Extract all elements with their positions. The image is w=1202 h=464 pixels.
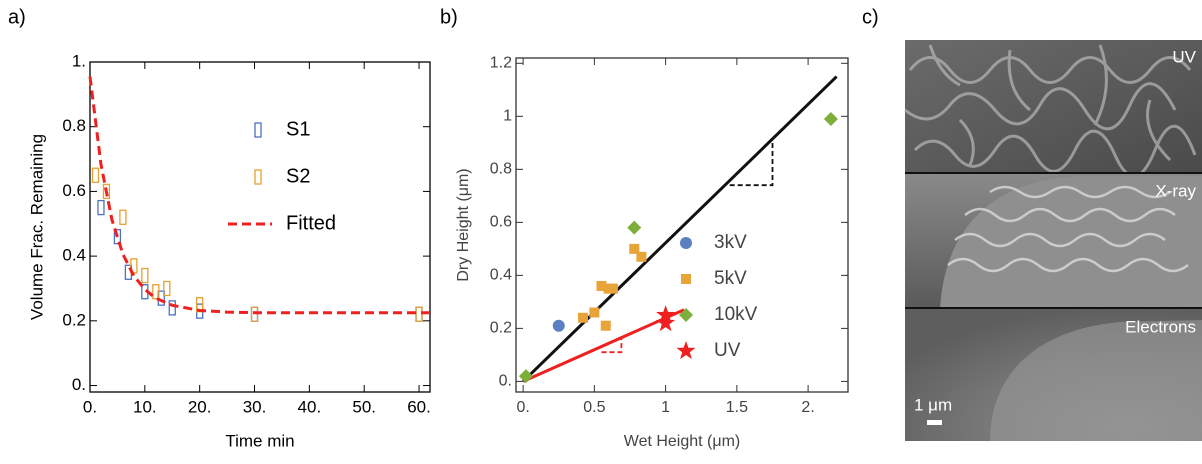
image-label: UV (1172, 47, 1196, 66)
data-point (91, 167, 100, 183)
y-tick-label: 1. (72, 51, 86, 70)
panel-label: a) (8, 6, 26, 28)
series-line (522, 75, 838, 383)
scale-bar-label: 1 μm (914, 395, 952, 414)
x-tick-label: 60. (407, 397, 431, 416)
y-tick-label: 1 (503, 108, 512, 125)
y-tick-label: 0.4 (62, 246, 86, 265)
legend-label: Fitted (286, 212, 336, 234)
x-tick-label: 0. (516, 399, 529, 416)
data-point (577, 312, 588, 323)
x-tick-label: 1 (661, 399, 670, 416)
y-tick-label: 0.6 (62, 181, 86, 200)
wrinkles (947, 185, 1189, 273)
data-point (627, 220, 642, 235)
legend-marker (254, 122, 262, 138)
wrinkles (904, 44, 1197, 178)
data-point (415, 306, 423, 323)
data-point (600, 320, 611, 331)
legend-marker (679, 308, 693, 322)
data-point (113, 229, 122, 245)
data-point (823, 111, 838, 126)
scale-bar (927, 420, 942, 425)
image-uv (905, 40, 1202, 173)
image-label: Electrons (1125, 317, 1196, 336)
panel-label: c) (862, 6, 879, 28)
legend-marker (680, 237, 692, 249)
y-tick-label: 0.6 (490, 214, 512, 231)
y-tick-label: 0.8 (490, 161, 512, 178)
x-tick-label: 30. (243, 397, 267, 416)
data-point (589, 307, 600, 318)
data-point (102, 183, 111, 200)
x-axis-label: Time min (225, 431, 294, 450)
y-tick-label: 0.2 (62, 310, 86, 329)
series-line (522, 308, 685, 383)
legend-label: 5kV (714, 268, 747, 289)
plot-frame (89, 61, 431, 393)
series-line (601, 336, 623, 354)
x-tick-label: 40. (298, 397, 322, 416)
data-point (141, 267, 149, 284)
legend-marker (254, 169, 262, 185)
y-tick-label: 0.4 (490, 267, 512, 284)
data-point (629, 243, 640, 254)
legend-label: UV (714, 340, 741, 361)
data-point (518, 369, 533, 384)
x-tick-label: 2. (801, 399, 814, 416)
legend-marker (676, 341, 696, 360)
legend-label: 3kV (714, 232, 747, 253)
series-line (88, 76, 430, 315)
data-point (596, 280, 607, 291)
data-point (163, 280, 171, 297)
data-point (607, 283, 618, 294)
series-line (729, 137, 774, 187)
legend-marker (681, 274, 691, 284)
sem-images: UV X-ray Electrons 1 μm (904, 40, 1202, 441)
x-axis-label: Wet Height (μm) (624, 433, 741, 450)
image-label: X-ray (1155, 181, 1196, 200)
data-point (415, 306, 423, 323)
x-tick-label: 0.5 (583, 399, 605, 416)
x-tick-label: 10. (133, 397, 157, 416)
plot-frame (515, 57, 849, 393)
data-point (250, 306, 259, 323)
data-point (97, 199, 105, 216)
x-tick-label: 1.5 (726, 399, 748, 416)
x-tick-label: 50. (352, 397, 376, 416)
dome (990, 320, 1202, 441)
y-tick-label: 0.8 (62, 116, 86, 135)
data-point (119, 209, 127, 225)
y-axis-label: Dry Height (μm) (455, 168, 472, 281)
y-axis-label: Volume Frac. Remaining (27, 134, 46, 320)
data-point (636, 251, 647, 262)
y-tick-label: 1.2 (490, 55, 512, 72)
data-point (552, 319, 565, 332)
legend-label: S2 (286, 165, 310, 187)
x-tick-label: 20. (188, 397, 212, 416)
y-tick-label: 0.2 (490, 320, 512, 337)
data-point (152, 284, 160, 300)
y-tick-label: 0. (72, 375, 86, 394)
x-tick-label: 0. (83, 397, 97, 416)
data-point (168, 300, 176, 316)
data-point (656, 313, 676, 332)
y-tick-label: 0. (499, 373, 512, 390)
data-point (656, 305, 676, 324)
legend-label: 10kV (714, 304, 758, 325)
panel-label: b) (440, 6, 458, 28)
legend-label: S1 (286, 118, 310, 140)
data-point (250, 306, 259, 323)
